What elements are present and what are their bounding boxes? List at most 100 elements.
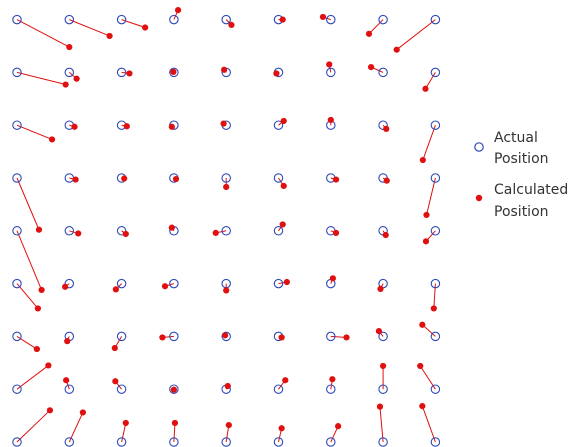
calculated-point: [112, 378, 119, 385]
calculated-point: [75, 230, 82, 237]
actual-point: [221, 14, 231, 25]
error-line: [16, 283, 39, 309]
actual-point: [116, 278, 127, 289]
calculated-point: [64, 338, 71, 345]
actual-point: [273, 278, 284, 289]
calculated-point: [383, 177, 390, 184]
calculated-point: [62, 283, 69, 290]
calculated-point: [79, 409, 86, 416]
calculated-point: [377, 285, 384, 292]
calculated-point: [419, 321, 426, 328]
calculated-point: [221, 66, 228, 73]
calculated-point: [273, 70, 280, 77]
calculated-point: [329, 275, 336, 282]
actual-point: [221, 226, 231, 236]
error-line: [121, 422, 127, 443]
actual-point: [430, 120, 441, 130]
legend-calculated-label-line2: Position: [494, 204, 549, 220]
actual-point: [116, 384, 127, 394]
calculated-point: [35, 226, 43, 233]
actual-point: [12, 14, 22, 25]
actual-point: [221, 173, 231, 183]
actual-point: [12, 437, 22, 447]
calculated-point: [282, 377, 289, 384]
actual-point: [12, 331, 22, 342]
actual-point: [64, 437, 75, 447]
actual-point: [64, 384, 75, 394]
calculated-point: [223, 287, 230, 294]
actual-point: [169, 14, 179, 25]
calculated-point: [279, 16, 286, 23]
calculated-point: [326, 61, 333, 68]
calculated-point: [106, 32, 113, 40]
calculated-point: [393, 46, 400, 53]
actual-point: [326, 67, 336, 78]
calculated-point: [332, 229, 340, 237]
legend-calculated-label-line1: Calculated: [494, 182, 568, 198]
actual-point: [12, 120, 22, 130]
error-line: [69, 19, 110, 37]
error-line: [422, 125, 436, 161]
error-line: [421, 405, 436, 443]
calculated-point: [172, 175, 180, 183]
error-line: [16, 335, 38, 350]
calculated-point: [375, 328, 383, 335]
error-line: [16, 409, 51, 443]
calculated-point: [121, 175, 128, 182]
calculated-point: [417, 362, 424, 370]
actual-point: [430, 226, 441, 236]
actual-point: [12, 384, 22, 394]
error-line: [368, 19, 384, 35]
error-line: [379, 406, 384, 443]
legend-calculated-marker: [475, 194, 483, 202]
actual-point: [64, 67, 75, 78]
actual-point: [430, 384, 441, 394]
calculated-point: [319, 13, 327, 21]
calculated-point: [329, 376, 336, 383]
calculated-points: [33, 6, 437, 432]
error-lines: [16, 9, 436, 443]
calculated-point: [422, 85, 429, 92]
error-line: [425, 72, 436, 90]
actual-point: [378, 120, 388, 130]
legend-actual-label-line1: Actual: [494, 130, 538, 146]
calculated-point: [224, 382, 231, 390]
calculated-point: [48, 136, 56, 143]
actual-point: [430, 437, 441, 447]
calculated-point: [72, 176, 79, 183]
calculated-point: [46, 407, 54, 414]
actual-point: [169, 384, 179, 394]
calculated-point: [170, 386, 177, 393]
calculated-point: [174, 6, 182, 14]
calculated-point: [112, 286, 119, 293]
actual-point: [116, 67, 127, 78]
actual-point: [221, 437, 231, 447]
actual-point: [116, 437, 127, 447]
calculated-point: [168, 224, 175, 231]
actual-point: [273, 437, 284, 447]
calculated-point: [279, 221, 286, 228]
error-line: [16, 177, 40, 230]
actual-point: [12, 67, 22, 78]
calculated-point: [332, 176, 340, 183]
actual-point: [430, 67, 441, 78]
calculated-point: [33, 345, 40, 353]
actual-point: [326, 14, 336, 25]
error-line: [68, 412, 84, 443]
calculated-point: [343, 334, 350, 341]
legend-actual-marker: [474, 142, 484, 152]
calculated-point: [63, 377, 70, 384]
error-line: [16, 124, 53, 140]
actual-point: [378, 14, 388, 25]
actual-point: [273, 226, 284, 236]
calculated-point: [212, 229, 219, 237]
actual-point: [169, 67, 179, 78]
calculated-point: [376, 403, 384, 410]
actual-point: [64, 226, 75, 236]
actual-point: [430, 278, 441, 289]
actual-points: [12, 14, 441, 447]
actual-point: [430, 173, 441, 183]
calculated-point: [382, 231, 389, 239]
calculated-point: [62, 81, 69, 88]
